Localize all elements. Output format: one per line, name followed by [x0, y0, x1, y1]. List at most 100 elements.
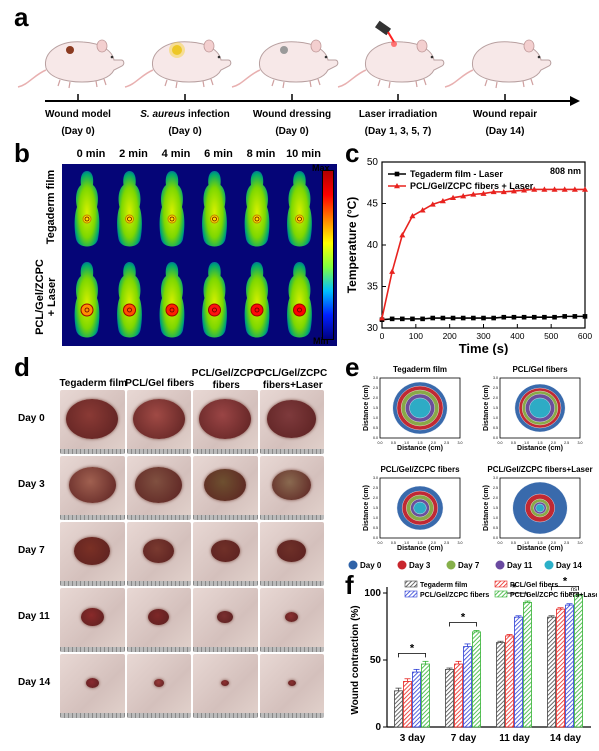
thermal-mouse-image: [202, 171, 227, 247]
timeline-step-day: (Day 0): [275, 126, 309, 137]
timeline-step-label: Wound model (Day 0): [28, 108, 128, 138]
thermal-row-label-1-box: Tegaderm film: [42, 164, 60, 252]
wound-photo: [60, 654, 125, 718]
bar: [412, 671, 421, 728]
mouse-illustration: [444, 39, 552, 89]
wound-area: [199, 399, 252, 439]
wound-area: [85, 678, 99, 688]
thermal-time-label: 2 min: [119, 148, 148, 160]
trace-y-tick: 2.0: [373, 496, 378, 500]
bar: [394, 690, 403, 728]
wound-area: [272, 470, 312, 500]
y-tick-label: 40: [367, 240, 379, 251]
trace-x-tick: 0.0: [378, 541, 383, 545]
thermal-row-label-laser: PCL/Gel/ZCPC + Laser: [34, 259, 58, 335]
wound-area: [135, 467, 183, 503]
thermal-mouse-image: [287, 171, 312, 247]
trace-region: [409, 397, 431, 419]
thermal-mouse-image: [74, 262, 100, 338]
trace-region: [529, 397, 551, 419]
ruler-strip: [259, 449, 324, 454]
data-point: [572, 314, 578, 319]
trace-y-tick: 2.0: [373, 396, 378, 400]
wound-photo: [60, 456, 125, 520]
trace-x-tick: 2.5: [444, 441, 449, 445]
bar: [565, 604, 574, 728]
bar: [547, 616, 556, 728]
wound-photo: [126, 390, 191, 454]
wound-mark: [66, 46, 74, 54]
wound-photo: [60, 390, 125, 454]
bar: [454, 663, 463, 728]
timeline-step-day: (Day 0): [168, 126, 202, 137]
trace-y-tick: 0.0: [373, 436, 378, 440]
wound-photo: [193, 390, 258, 454]
thermal-mouse-image: [202, 262, 227, 338]
legend-swatch: [404, 580, 418, 588]
bar: [523, 601, 532, 728]
significance-bracket: [449, 622, 477, 627]
x-tick-label: 600: [578, 331, 592, 341]
photo-row-label: Day 3: [18, 479, 45, 490]
thermal-mouse-image: [244, 171, 270, 247]
trace-region: [413, 501, 427, 515]
wound-area: [210, 540, 240, 562]
trace-x-tick: 2.0: [431, 541, 436, 545]
legend-label: Day 0: [360, 561, 382, 570]
bar: [472, 631, 481, 728]
data-point: [480, 190, 487, 196]
trace-y-tick: 1.0: [373, 416, 378, 420]
ruler-strip: [60, 713, 125, 718]
wound-trace-plots: Tegaderm film0.00.00.50.51.01.01.51.52.0…: [348, 365, 593, 570]
ruler-strip: [259, 581, 324, 586]
thermal-hotspot: [295, 214, 304, 224]
data-point: [450, 315, 456, 321]
data-point: [460, 315, 466, 321]
y-tick-label: 35: [367, 282, 379, 293]
trace-y-tick: 2.5: [493, 486, 498, 490]
data-point: [429, 201, 436, 207]
data-point: [582, 186, 588, 192]
wound-area: [153, 679, 164, 687]
data-point: [511, 314, 517, 320]
timeline-arrowhead: [570, 96, 580, 106]
wound-photo: [126, 654, 191, 718]
data-point: [541, 186, 548, 192]
ruler-strip: [259, 713, 324, 718]
thermal-time-label: 6 min: [204, 148, 233, 160]
legend-swatch: [494, 590, 508, 598]
trace-y-tick: 1.0: [493, 416, 498, 420]
data-point: [491, 315, 496, 321]
data-point: [542, 314, 547, 320]
data-point: [410, 316, 415, 322]
y-tick-label: 50: [370, 655, 382, 666]
mouse-illustration: [231, 39, 339, 89]
significance-bracket-inner: [569, 591, 579, 596]
timeline-step-title: Laser irradiation: [358, 109, 438, 120]
trace-plot: Tegaderm film 0.00.0 0.5 0.5 1.0 1.0 1.5 1.5 2.0…: [363, 365, 463, 452]
thermal-hotspot: [80, 303, 94, 317]
ruler-strip: [193, 581, 258, 586]
trace-plot: PCL/Gel fibers 0.00.0 0.5 0.5 1.0 1.0 1.5 1.5 2.…: [483, 365, 583, 452]
bar: [556, 608, 565, 728]
wound-area: [285, 612, 299, 622]
ruler-strip: [193, 647, 258, 652]
data-point: [552, 314, 557, 320]
data-point: [439, 198, 446, 204]
wound-area: [277, 540, 307, 562]
timeline-step-day: (Day 14): [485, 126, 525, 137]
data-point: [430, 315, 436, 321]
panel-label-e: e: [345, 352, 360, 382]
timeline-step-label: Wound dressing (Day 0): [242, 108, 342, 138]
legend-dot: [397, 560, 407, 570]
timeline-step-label: S. aureus infection (Day 0): [135, 108, 235, 138]
thermal-mouse-image: [74, 171, 100, 247]
x-tick-label: 400: [510, 331, 524, 341]
ruler-strip: [193, 515, 258, 520]
thermal-mouse-image: [117, 171, 142, 247]
bar: [421, 663, 430, 728]
trace-x-tick: 1.0: [524, 541, 529, 545]
wound-photo: [126, 588, 191, 652]
wound-area: [68, 467, 116, 503]
